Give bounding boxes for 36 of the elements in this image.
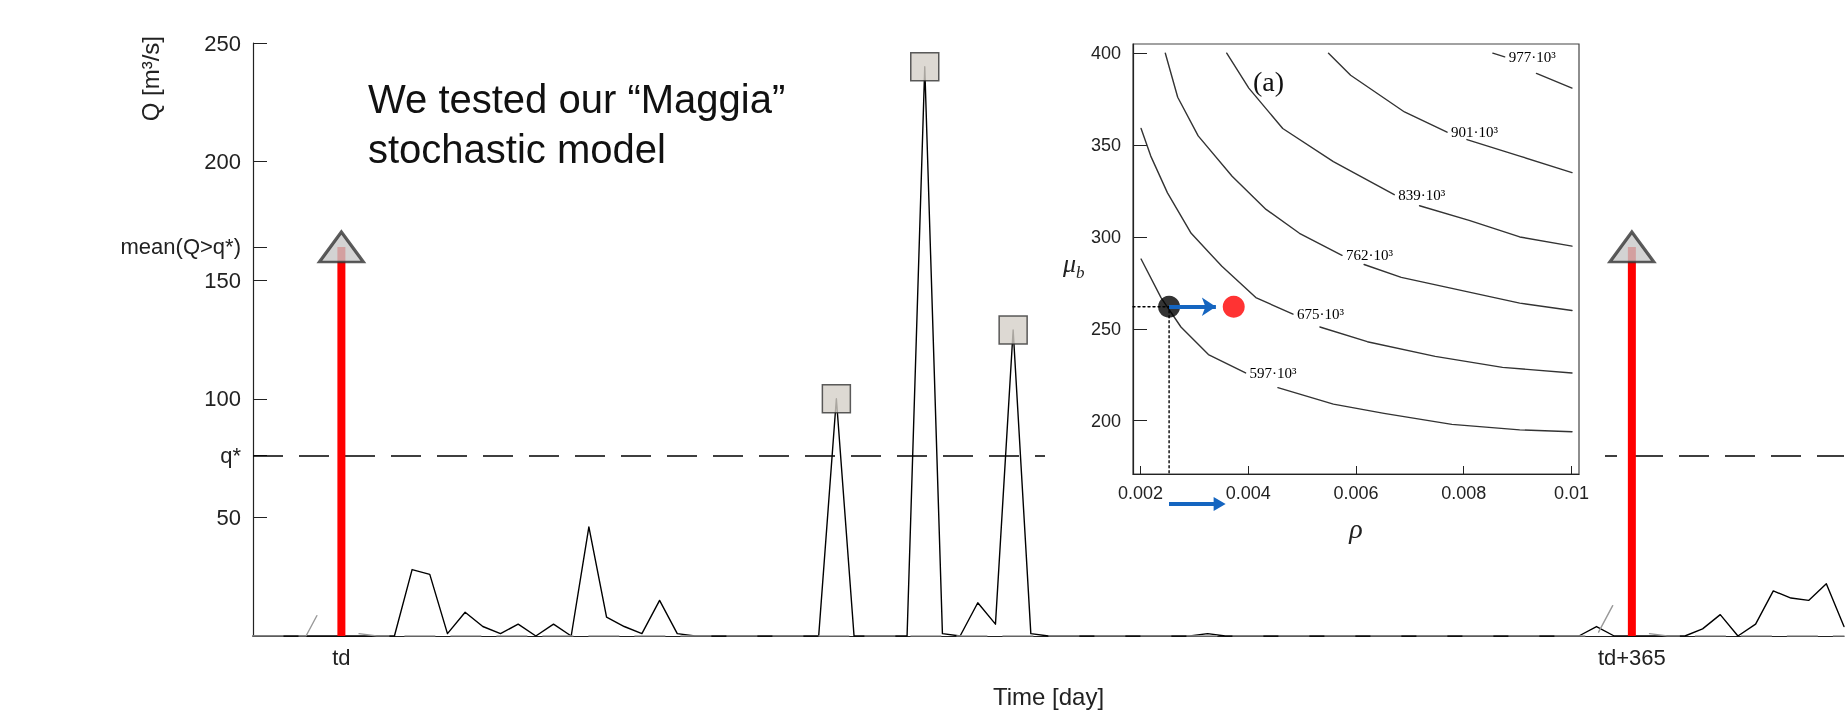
x-axis-title: Time [day] <box>992 682 1105 710</box>
y-axis-title: Q [m³/s] <box>136 36 164 122</box>
x-tick-label: 0.01 <box>1553 483 1589 503</box>
point <box>998 315 1028 345</box>
y-tick-label: q* <box>220 443 242 469</box>
series-label: 901·10³ <box>1451 124 1499 141</box>
y-tick-label: 50 <box>216 504 241 530</box>
y-tick-label: 400 <box>1090 43 1121 64</box>
annotation: We tested our “Maggia” stochastic model <box>368 77 797 171</box>
series-label: 977·10³ <box>1508 48 1557 65</box>
x-tick-label: 0.006 <box>1333 483 1379 503</box>
y-tick-label: 200 <box>1090 410 1121 431</box>
point <box>317 230 365 264</box>
x-tick-label: td+365 <box>1597 644 1666 670</box>
series-label: 675·10³ <box>1296 306 1345 323</box>
point <box>821 384 852 414</box>
y-tick-label: mean(Q>q*) <box>120 234 241 260</box>
x-tick-label: td <box>332 644 351 670</box>
x-tick-label: 0.008 <box>1441 483 1487 503</box>
series-label: 597·10³ <box>1249 364 1298 381</box>
y-tick-label: 250 <box>1090 318 1121 339</box>
x-axis-title: ρ <box>1348 512 1363 544</box>
series-label: 762·10³ <box>1346 247 1394 264</box>
y-tick-label: 100 <box>204 386 241 412</box>
y-tick-label: 200 <box>204 149 241 175</box>
y-tick-label: 300 <box>1090 226 1121 247</box>
y-tick-label: 250 <box>204 30 241 56</box>
point <box>1608 230 1656 264</box>
x-tick-label: 0.004 <box>1225 483 1271 503</box>
annotation: (a) <box>1253 66 1285 97</box>
y-tick-label: 350 <box>1090 135 1121 156</box>
series-label: 839·10³ <box>1398 186 1446 203</box>
point <box>910 51 940 82</box>
x-tick-label: 0.002 <box>1118 483 1164 503</box>
y-tick-label: 150 <box>204 267 241 293</box>
y-axis-title: μ$_{b}$ <box>1063 249 1085 284</box>
